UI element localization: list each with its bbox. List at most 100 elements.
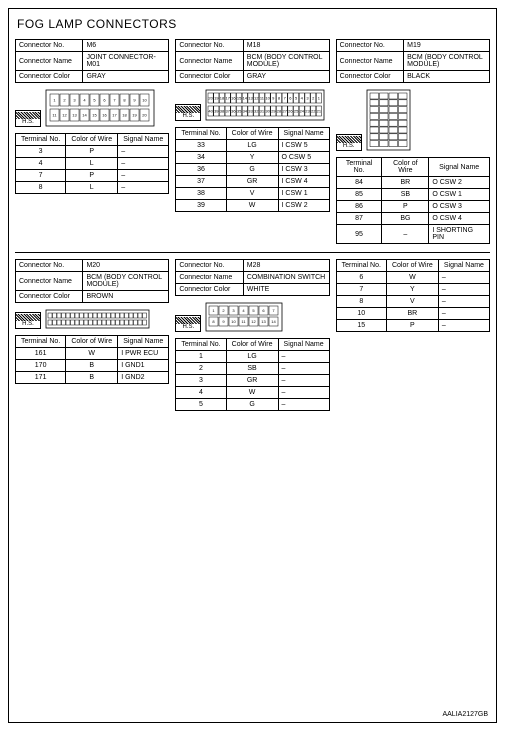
svg-text:30: 30 bbox=[266, 109, 271, 114]
svg-text:14: 14 bbox=[243, 96, 248, 101]
wire-color: P bbox=[66, 170, 118, 182]
svg-text:2: 2 bbox=[223, 308, 226, 313]
signal: – bbox=[278, 363, 329, 375]
lbl: Connector Name bbox=[16, 52, 83, 71]
terminal: 5 bbox=[176, 399, 226, 411]
signal: – bbox=[438, 320, 489, 332]
svg-text:4: 4 bbox=[83, 98, 86, 103]
wire-color: Y bbox=[386, 284, 438, 296]
signal: I CSW 3 bbox=[278, 164, 329, 176]
terminal: 161 bbox=[16, 348, 66, 360]
bottom-row: Connector No.M20 Connector NameBCM (BODY… bbox=[15, 259, 490, 411]
svg-text:10: 10 bbox=[142, 98, 147, 103]
svg-text:26: 26 bbox=[289, 109, 294, 114]
wire-color: Y bbox=[226, 152, 278, 164]
svg-text:11: 11 bbox=[260, 96, 265, 101]
svg-text:22: 22 bbox=[311, 109, 316, 114]
terminal: 3 bbox=[16, 146, 66, 158]
signal: – bbox=[278, 399, 329, 411]
svg-text:4: 4 bbox=[301, 96, 304, 101]
svg-text:16: 16 bbox=[102, 113, 107, 118]
svg-text:3: 3 bbox=[307, 96, 310, 101]
terminal: 4 bbox=[176, 387, 226, 399]
svg-text:7: 7 bbox=[273, 308, 276, 313]
wire-color: G bbox=[226, 399, 278, 411]
terminal: 36 bbox=[176, 164, 226, 176]
wire-color: B bbox=[66, 360, 118, 372]
terminal: 34 bbox=[176, 152, 226, 164]
terminal: 7 bbox=[336, 284, 386, 296]
terminal: 87 bbox=[336, 213, 382, 225]
wire-table: Terminal No.Color of WireSignal Name 1LG… bbox=[175, 338, 329, 411]
svg-text:40: 40 bbox=[209, 109, 214, 114]
terminal: 7 bbox=[16, 170, 66, 182]
svg-text:1: 1 bbox=[318, 96, 321, 101]
terminal: 4 bbox=[16, 158, 66, 170]
svg-text:21: 21 bbox=[317, 109, 322, 114]
svg-text:25: 25 bbox=[294, 109, 299, 114]
wire-table: Terminal No.Color of WireSignal Name 3P–… bbox=[15, 133, 169, 194]
wire-color: – bbox=[382, 225, 429, 244]
svg-text:9: 9 bbox=[133, 98, 136, 103]
svg-text:10: 10 bbox=[232, 319, 237, 324]
wire-table: Terminal No.Color of WireSignal Name 84B… bbox=[336, 157, 490, 244]
hs-icon: H.S. bbox=[15, 110, 41, 127]
svg-text:38: 38 bbox=[220, 109, 225, 114]
terminal: 2 bbox=[176, 363, 226, 375]
val: M6 bbox=[83, 40, 169, 52]
svg-text:35: 35 bbox=[237, 109, 242, 114]
wire-table: Terminal No.Color of WireSignal Name 33L… bbox=[175, 127, 329, 212]
svg-text:14: 14 bbox=[82, 113, 87, 118]
signal: – bbox=[278, 387, 329, 399]
svg-text:15: 15 bbox=[237, 96, 242, 101]
terminal: 171 bbox=[16, 372, 66, 384]
terminal: 170 bbox=[16, 360, 66, 372]
signal: I SHORTING PIN bbox=[429, 225, 490, 244]
connector-diagram: 2019181716151413121110987654321403938373… bbox=[205, 89, 325, 121]
wire-color: W bbox=[226, 387, 278, 399]
header-table: Connector No.M6 Connector NameJOINT CONN… bbox=[15, 39, 169, 83]
svg-text:16: 16 bbox=[232, 96, 237, 101]
svg-text:23: 23 bbox=[306, 109, 311, 114]
wire-color: L bbox=[66, 158, 118, 170]
svg-text:31: 31 bbox=[260, 109, 265, 114]
wire-color: BG bbox=[382, 213, 429, 225]
svg-text:20: 20 bbox=[209, 96, 214, 101]
svg-text:5: 5 bbox=[253, 308, 256, 313]
svg-text:2: 2 bbox=[312, 96, 315, 101]
wire-color: P bbox=[382, 201, 429, 213]
terminal: 8 bbox=[336, 296, 386, 308]
terminal: 3 bbox=[176, 375, 226, 387]
val: GRAY bbox=[83, 71, 169, 83]
lbl: Connector Color bbox=[16, 71, 83, 83]
terminal: 1 bbox=[176, 351, 226, 363]
hs-icon: H.S. bbox=[15, 312, 41, 329]
svg-text:1: 1 bbox=[53, 98, 56, 103]
page-title: FOG LAMP CONNECTORS bbox=[17, 17, 490, 31]
signal: – bbox=[438, 272, 489, 284]
hs-icon: H.S. bbox=[336, 134, 362, 151]
connector-m28: Connector No.M28 Connector NameCOMBINATI… bbox=[175, 259, 329, 411]
connector-diagram bbox=[45, 309, 150, 329]
wire-color: BR bbox=[382, 177, 429, 189]
svg-text:11: 11 bbox=[52, 113, 57, 118]
signal: I CSW 2 bbox=[278, 200, 329, 212]
signal: – bbox=[438, 308, 489, 320]
signal: O CSW 2 bbox=[429, 177, 490, 189]
wire-color: SB bbox=[226, 363, 278, 375]
svg-text:19: 19 bbox=[132, 113, 137, 118]
svg-text:11: 11 bbox=[242, 319, 247, 324]
svg-text:12: 12 bbox=[252, 319, 257, 324]
divider bbox=[15, 252, 490, 253]
connector-m20: Connector No.M20 Connector NameBCM (BODY… bbox=[15, 259, 169, 411]
terminal: 84 bbox=[336, 177, 382, 189]
signal: I CSW 4 bbox=[278, 176, 329, 188]
svg-text:6: 6 bbox=[263, 308, 266, 313]
page-code: AALIA2127GB bbox=[442, 711, 488, 718]
terminal: 15 bbox=[336, 320, 386, 332]
svg-text:14: 14 bbox=[272, 319, 277, 324]
lbl: Connector No. bbox=[16, 40, 83, 52]
svg-text:18: 18 bbox=[122, 113, 127, 118]
svg-text:39: 39 bbox=[214, 109, 219, 114]
wire-color: W bbox=[386, 272, 438, 284]
